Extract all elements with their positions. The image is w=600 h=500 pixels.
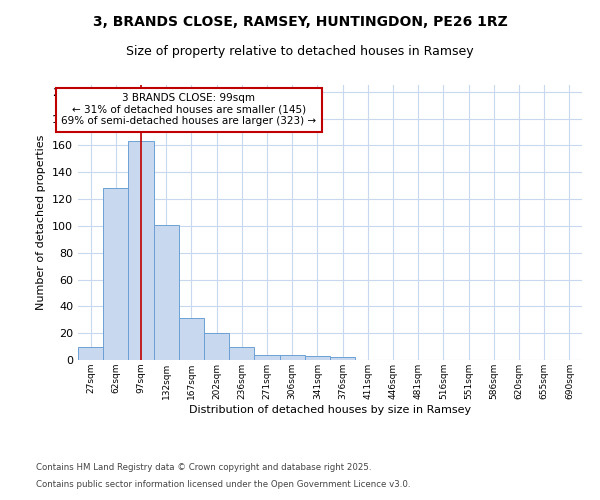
Text: Contains public sector information licensed under the Open Government Licence v3: Contains public sector information licen… [36,480,410,489]
Bar [179,318,204,360]
X-axis label: Distribution of detached houses by size in Ramsey: Distribution of detached houses by size … [189,404,471,414]
Bar [254,354,280,360]
Y-axis label: Number of detached properties: Number of detached properties [37,135,46,310]
Bar [204,333,229,360]
Bar [103,188,128,360]
Text: Size of property relative to detached houses in Ramsey: Size of property relative to detached ho… [126,45,474,58]
Bar [128,142,154,360]
Text: 3 BRANDS CLOSE: 99sqm
← 31% of detached houses are smaller (145)
69% of semi-det: 3 BRANDS CLOSE: 99sqm ← 31% of detached … [61,93,316,126]
Text: Contains HM Land Registry data © Crown copyright and database right 2025.: Contains HM Land Registry data © Crown c… [36,464,371,472]
Bar [229,346,254,360]
Bar [280,354,305,360]
Bar [78,346,103,360]
Bar [154,224,179,360]
Text: 3, BRANDS CLOSE, RAMSEY, HUNTINGDON, PE26 1RZ: 3, BRANDS CLOSE, RAMSEY, HUNTINGDON, PE2… [92,15,508,29]
Bar [330,358,355,360]
Bar [305,356,330,360]
